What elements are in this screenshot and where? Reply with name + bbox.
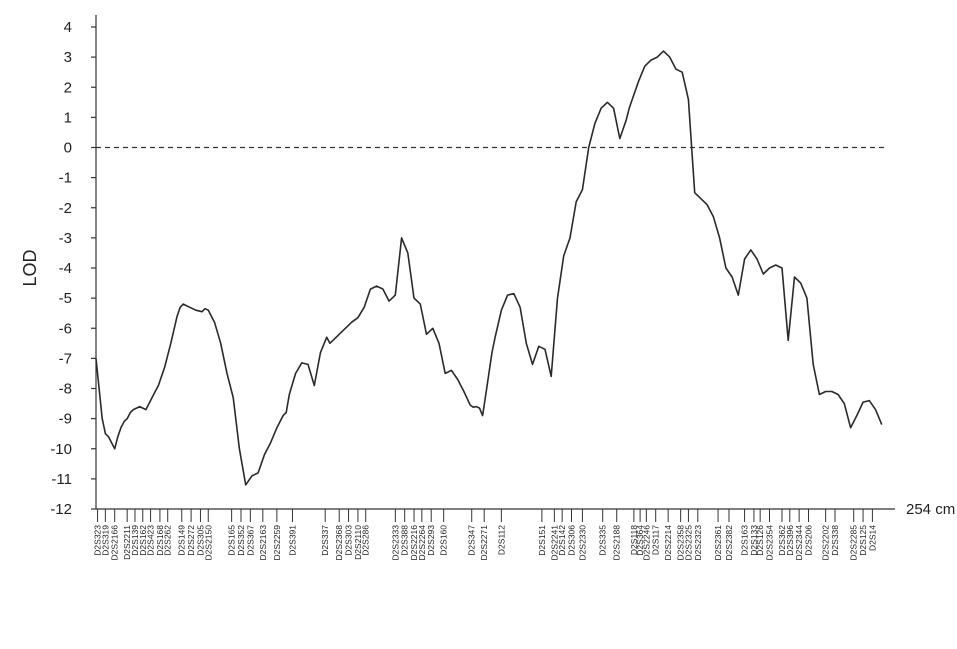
y-tick-label: -2 bbox=[59, 200, 72, 217]
y-tick-label: 4 bbox=[64, 19, 72, 36]
marker-label: D2S319 bbox=[100, 525, 110, 556]
marker-label: D2S2150 bbox=[203, 525, 213, 561]
y-tick-label: 1 bbox=[64, 109, 72, 126]
marker-label: D2S362 bbox=[777, 525, 787, 556]
y-tick-label: -4 bbox=[59, 260, 72, 277]
y-tick-label: 3 bbox=[64, 49, 72, 66]
marker-label: D2S305 bbox=[196, 525, 206, 556]
marker-label: D2S335 bbox=[598, 525, 608, 556]
marker-label: D2S337 bbox=[320, 525, 330, 556]
marker-label: D2S352 bbox=[236, 525, 246, 556]
marker-label: D2S162 bbox=[138, 525, 148, 556]
marker-label: D2S149 bbox=[177, 525, 187, 556]
marker-label: D2S303 bbox=[344, 525, 354, 556]
marker-label: D2S2188 bbox=[612, 525, 622, 561]
y-tick-label: -3 bbox=[59, 230, 72, 247]
marker-label: D2S364 bbox=[635, 525, 645, 556]
marker-label: D2S2354 bbox=[765, 525, 775, 561]
marker-label: D2S2358 bbox=[676, 525, 686, 561]
marker-label: D2S262 bbox=[163, 525, 173, 556]
series-layer bbox=[95, 50, 883, 486]
marker-label: D2S367 bbox=[245, 525, 255, 556]
y-axis: 4 3 2 1 0 -1 -2 -3 -4 -5 -6 -7 -8 -9 -10 -11 -12 bbox=[50, 15, 97, 518]
marker-label: D2S2330 bbox=[577, 525, 587, 561]
y-tick-label: -11 bbox=[51, 471, 72, 488]
marker-label: D2S163 bbox=[740, 525, 750, 556]
marker-label: D2S391 bbox=[287, 525, 297, 556]
marker-label: D2S423 bbox=[146, 525, 156, 556]
marker-label: D2S2211 bbox=[122, 525, 132, 560]
y-tick-label: 0 bbox=[64, 140, 72, 157]
marker-label: D2S160 bbox=[439, 525, 449, 556]
marker-label: D2S117 bbox=[651, 525, 661, 555]
marker-label: D2S306 bbox=[567, 525, 577, 556]
marker-label: D2S2216 bbox=[409, 525, 419, 561]
marker-label: D2S293 bbox=[426, 525, 436, 556]
marker-label: D2S2166 bbox=[110, 525, 120, 561]
marker-label: D2S347 bbox=[467, 525, 477, 556]
marker-label: D2S112 bbox=[496, 525, 506, 555]
y-tick-label: -10 bbox=[50, 441, 72, 458]
marker-label: D2S125 bbox=[858, 525, 868, 556]
marker-label: D2S168 bbox=[155, 525, 165, 556]
marker-label: D2S323 bbox=[93, 525, 103, 556]
marker-label: D2S165 bbox=[227, 525, 237, 556]
y-tick-label: -1 bbox=[59, 170, 72, 187]
marker-label: D2S118 bbox=[629, 525, 639, 555]
y-tick-label: -12 bbox=[50, 501, 72, 518]
y-tick-label: -5 bbox=[59, 290, 72, 307]
marker-label: D2S2241 bbox=[549, 525, 559, 561]
marker-label: D2S2110 bbox=[353, 525, 363, 560]
marker-label: D2S2259 bbox=[272, 525, 282, 561]
marker-label: D2S126 bbox=[755, 525, 765, 556]
marker-label: D2S396 bbox=[785, 525, 795, 556]
marker-label: D2S133 bbox=[749, 525, 759, 556]
marker-label: D2S151 bbox=[537, 525, 547, 556]
y-tick-label: 2 bbox=[64, 79, 72, 96]
marker-label: D2S2214 bbox=[663, 525, 673, 561]
marker-label: D2S388 bbox=[400, 525, 410, 556]
marker-label: D2S2271 bbox=[479, 525, 489, 561]
marker-label: D2S2264 bbox=[417, 525, 427, 561]
marker-label: D2S272 bbox=[186, 525, 196, 556]
marker-label: D2S2368 bbox=[334, 525, 344, 561]
marker-label: D2S139 bbox=[130, 525, 140, 556]
marker-label: D2S2323 bbox=[693, 525, 703, 561]
y-tick-label: -7 bbox=[59, 350, 72, 367]
marker-label: D2S2246 bbox=[641, 525, 651, 561]
marker-label: D2S286 bbox=[361, 525, 371, 556]
marker-label: D2S206 bbox=[804, 525, 814, 556]
marker-label: D2S2163 bbox=[258, 525, 268, 561]
marker-label: D2S14 bbox=[867, 525, 877, 551]
y-axis-label: LOD bbox=[20, 249, 40, 286]
marker-label: D2S2325 bbox=[683, 525, 693, 561]
lod-curve-0 bbox=[95, 50, 883, 486]
marker-label: D2S2344 bbox=[794, 525, 804, 561]
marker-label: D2S2202 bbox=[821, 525, 831, 561]
y-tick-label: -6 bbox=[59, 320, 72, 337]
y-tick-label: -9 bbox=[59, 411, 72, 428]
x-axis-end-label: 254 cm bbox=[906, 501, 955, 518]
marker-label: D2S2361 bbox=[713, 525, 723, 561]
marker-label: D2S2285 bbox=[849, 525, 859, 561]
marker-label: D2S2333 bbox=[390, 525, 400, 561]
y-tick-label: -8 bbox=[59, 381, 72, 398]
marker-label: D2S142 bbox=[557, 525, 567, 556]
marker-label: D2S338 bbox=[830, 525, 840, 556]
marker-label: D2S2382 bbox=[724, 525, 734, 561]
